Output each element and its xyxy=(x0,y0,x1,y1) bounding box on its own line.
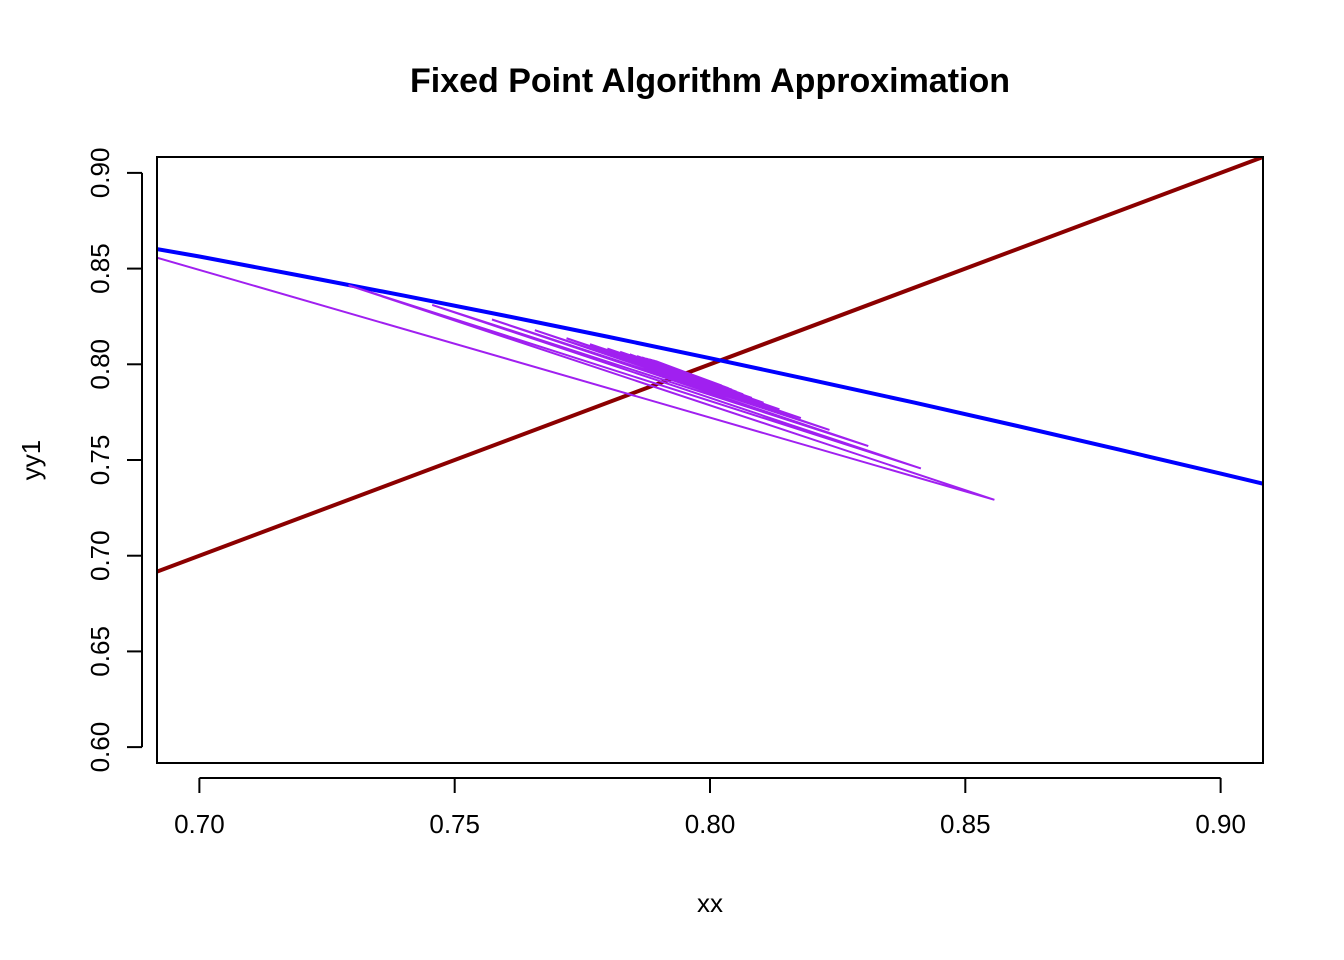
x-tick-label: 0.70 xyxy=(174,809,225,839)
y-tick-label: 0.75 xyxy=(85,435,115,486)
series-line-1 xyxy=(157,157,1263,574)
x-tick-label: 0.85 xyxy=(940,809,991,839)
plot-frame xyxy=(156,156,1264,764)
series-line-2 xyxy=(157,247,1263,486)
y-axis-label: yy1 xyxy=(16,440,46,480)
y-tick-label: 0.60 xyxy=(85,722,115,773)
chart-title: Fixed Point Algorithm Approximation xyxy=(410,62,1010,100)
x-axis-label: xx xyxy=(697,888,723,918)
x-tick-label: 0.80 xyxy=(685,809,736,839)
cobweb-path xyxy=(157,256,995,501)
cobweb-layer xyxy=(157,256,995,501)
x-axis: 0.70 0.75 0.80 0.85 0.90 xyxy=(174,777,1246,839)
y-tick-label: 0.70 xyxy=(85,530,115,581)
y-tick-label: 0.85 xyxy=(85,243,115,294)
y-axis: 0.60 0.65 0.70 0.75 0.80 0.85 0.90 xyxy=(85,148,143,773)
x-tick-label: 0.90 xyxy=(1195,809,1246,839)
y-tick-label: 0.90 xyxy=(85,148,115,199)
series-layer xyxy=(157,157,1263,574)
y-tick-label: 0.80 xyxy=(85,339,115,390)
x-tick-label: 0.75 xyxy=(429,809,480,839)
y-tick-label: 0.65 xyxy=(85,626,115,677)
